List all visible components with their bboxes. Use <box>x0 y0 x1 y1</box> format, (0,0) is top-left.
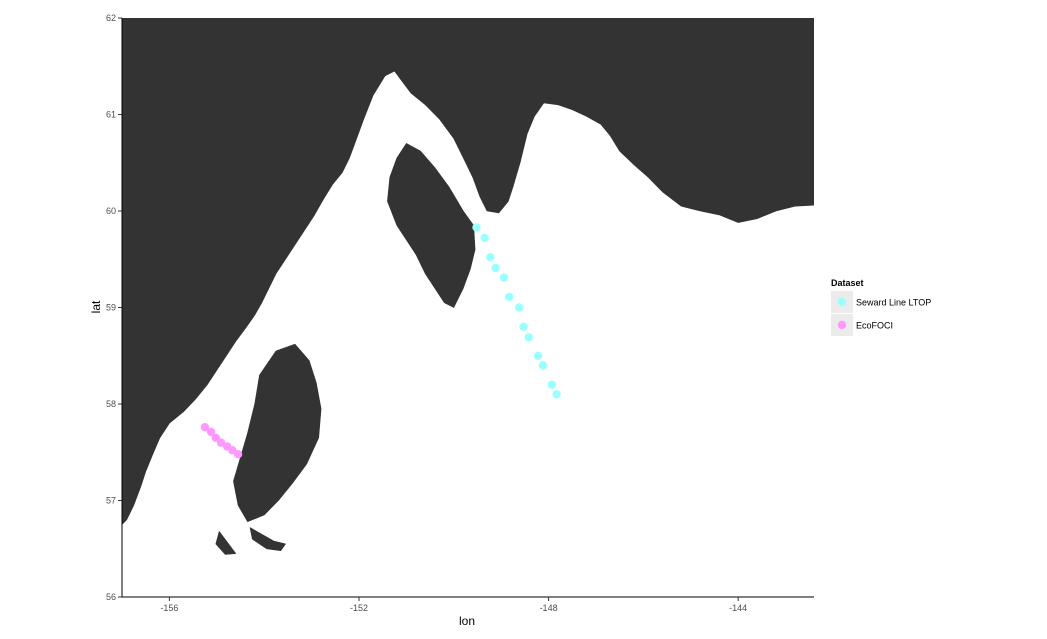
legend-swatch-ecofoci <box>837 320 847 330</box>
y-tick-label-1: 57 <box>106 496 116 506</box>
x-tick-label-2: -148 <box>540 603 558 613</box>
station-point-seward-line-ltop-8 <box>524 333 533 342</box>
y-tick-label-6: 62 <box>106 13 116 23</box>
station-point-seward-line-ltop-2 <box>486 253 495 262</box>
map-panel <box>122 18 814 597</box>
station-point-seward-line-ltop-3 <box>491 263 500 273</box>
y-tick-label-0: 56 <box>106 592 116 602</box>
station-point-seward-line-ltop-4 <box>499 273 509 282</box>
y-ticks: 56 57 58 59 60 61 62 <box>106 13 122 602</box>
land-polygon-4 <box>215 531 237 555</box>
station-point-seward-line-ltop-7 <box>519 322 528 331</box>
x-axis-title: lon <box>459 614 475 628</box>
legend-item-seward-line-ltop: Seward Line LTOP <box>831 291 931 313</box>
points-layer <box>200 223 561 459</box>
station-point-ecofoci-1 <box>206 427 216 437</box>
legend-swatch-seward-line-ltop <box>837 297 847 307</box>
y-tick-label-5: 61 <box>106 110 116 120</box>
y-axis-title: lat <box>89 300 103 313</box>
station-point-ecofoci-6 <box>233 450 243 459</box>
land-layer <box>122 18 814 597</box>
station-point-seward-line-ltop-9 <box>533 351 543 360</box>
y-tick-label-3: 59 <box>106 303 116 313</box>
x-tick-label-0: -156 <box>160 603 178 613</box>
land-polygon-3 <box>249 527 286 551</box>
y-tick-label-2: 58 <box>106 399 116 409</box>
station-point-seward-line-ltop-12 <box>552 390 561 399</box>
legend-item-ecofoci: EcoFOCI <box>831 314 893 336</box>
legend-label-seward-line-ltop: Seward Line LTOP <box>856 298 931 308</box>
legend-label-ecofoci: EcoFOCI <box>856 321 893 331</box>
station-point-seward-line-ltop-6 <box>515 303 524 312</box>
axes-layer: -156 -152 -148 -144 56 57 58 59 60 61 62 lon lat <box>89 13 814 628</box>
station-point-seward-line-ltop-5 <box>505 292 514 302</box>
legend: Dataset Seward Line LTOP EcoFOCI <box>831 278 931 336</box>
land-polygon-0 <box>122 18 814 597</box>
land-polygon-1 <box>387 143 476 308</box>
station-point-seward-line-ltop-1 <box>480 233 489 243</box>
station-point-seward-line-ltop-0 <box>472 223 481 232</box>
station-point-ecofoci-3 <box>216 438 226 447</box>
station-point-ecofoci-0 <box>200 423 210 432</box>
x-ticks: -156 -152 -148 -144 <box>160 597 747 613</box>
legend-title: Dataset <box>831 278 864 288</box>
x-tick-label-1: -152 <box>350 603 368 613</box>
station-point-seward-line-ltop-11 <box>547 380 557 389</box>
y-tick-label-4: 60 <box>106 206 116 216</box>
x-tick-label-3: -144 <box>729 603 747 613</box>
station-point-seward-line-ltop-10 <box>538 361 548 370</box>
